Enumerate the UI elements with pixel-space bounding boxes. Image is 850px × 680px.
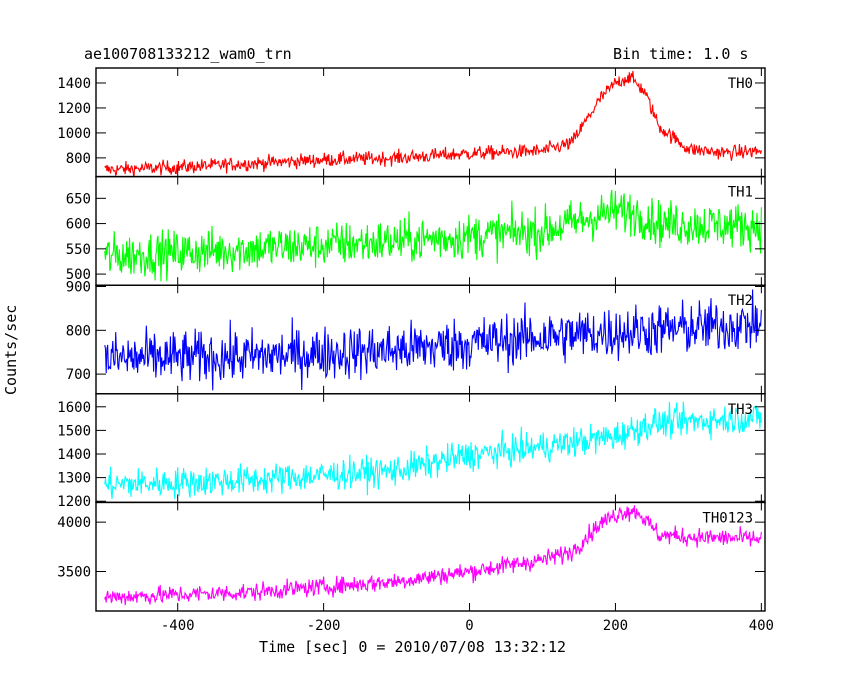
y-tick-label: 800 — [66, 151, 91, 167]
y-tick-label: 1200 — [57, 494, 91, 510]
plot-title-right: Bin time: 1.0 s — [613, 45, 749, 63]
y-tick-label: 1600 — [57, 400, 91, 416]
y-tick-label: 600 — [66, 217, 91, 233]
plot-title-left: ae100708133212_wam0_trn — [84, 45, 292, 63]
x-tick-label: -200 — [307, 618, 341, 634]
y-tick-label: 4000 — [57, 515, 91, 531]
series-line-th0 — [104, 70, 762, 177]
panel-frame — [95, 393, 766, 504]
y-tick-label: 800 — [66, 323, 91, 339]
series-line-th3 — [104, 401, 762, 500]
y-tick-label: 1400 — [57, 76, 91, 92]
x-tick-label: 200 — [603, 618, 628, 634]
y-tick-label: 1000 — [57, 126, 91, 142]
panel-frame — [95, 67, 766, 178]
y-tick-label: 550 — [66, 242, 91, 258]
panel-label-th0123: TH0123 — [702, 510, 753, 526]
panel-label-th3: TH3 — [728, 402, 753, 418]
y-tick-label: 650 — [66, 191, 91, 207]
series-line-th0123 — [104, 505, 762, 606]
series-line-th2 — [104, 289, 762, 391]
panel-label-th0: TH0 — [728, 76, 753, 92]
y-tick-label: 3500 — [57, 565, 91, 581]
x-tick-label: 0 — [465, 618, 473, 634]
y-axis-label: Counts/sec — [2, 304, 20, 395]
series-line-th1 — [104, 189, 762, 282]
y-tick-label: 1400 — [57, 447, 91, 463]
y-tick-label: 700 — [66, 367, 91, 383]
y-tick-label: 1500 — [57, 423, 91, 439]
y-tick-label: 1300 — [57, 471, 91, 487]
y-tick-label: 900 — [66, 280, 91, 296]
panel-frame — [95, 175, 766, 286]
x-tick-label: -400 — [161, 618, 195, 634]
x-tick-label: 400 — [749, 618, 774, 634]
y-tick-label: 1200 — [57, 101, 91, 117]
x-axis-label: Time [sec] 0 = 2010/07/08 13:32:12 — [259, 638, 567, 656]
panel-frame — [95, 501, 766, 612]
panel-frame — [95, 284, 766, 395]
panel-label-th1: TH1 — [728, 185, 753, 201]
y-tick-label: 500 — [66, 267, 91, 283]
panel-label-th2: TH2 — [728, 293, 753, 309]
